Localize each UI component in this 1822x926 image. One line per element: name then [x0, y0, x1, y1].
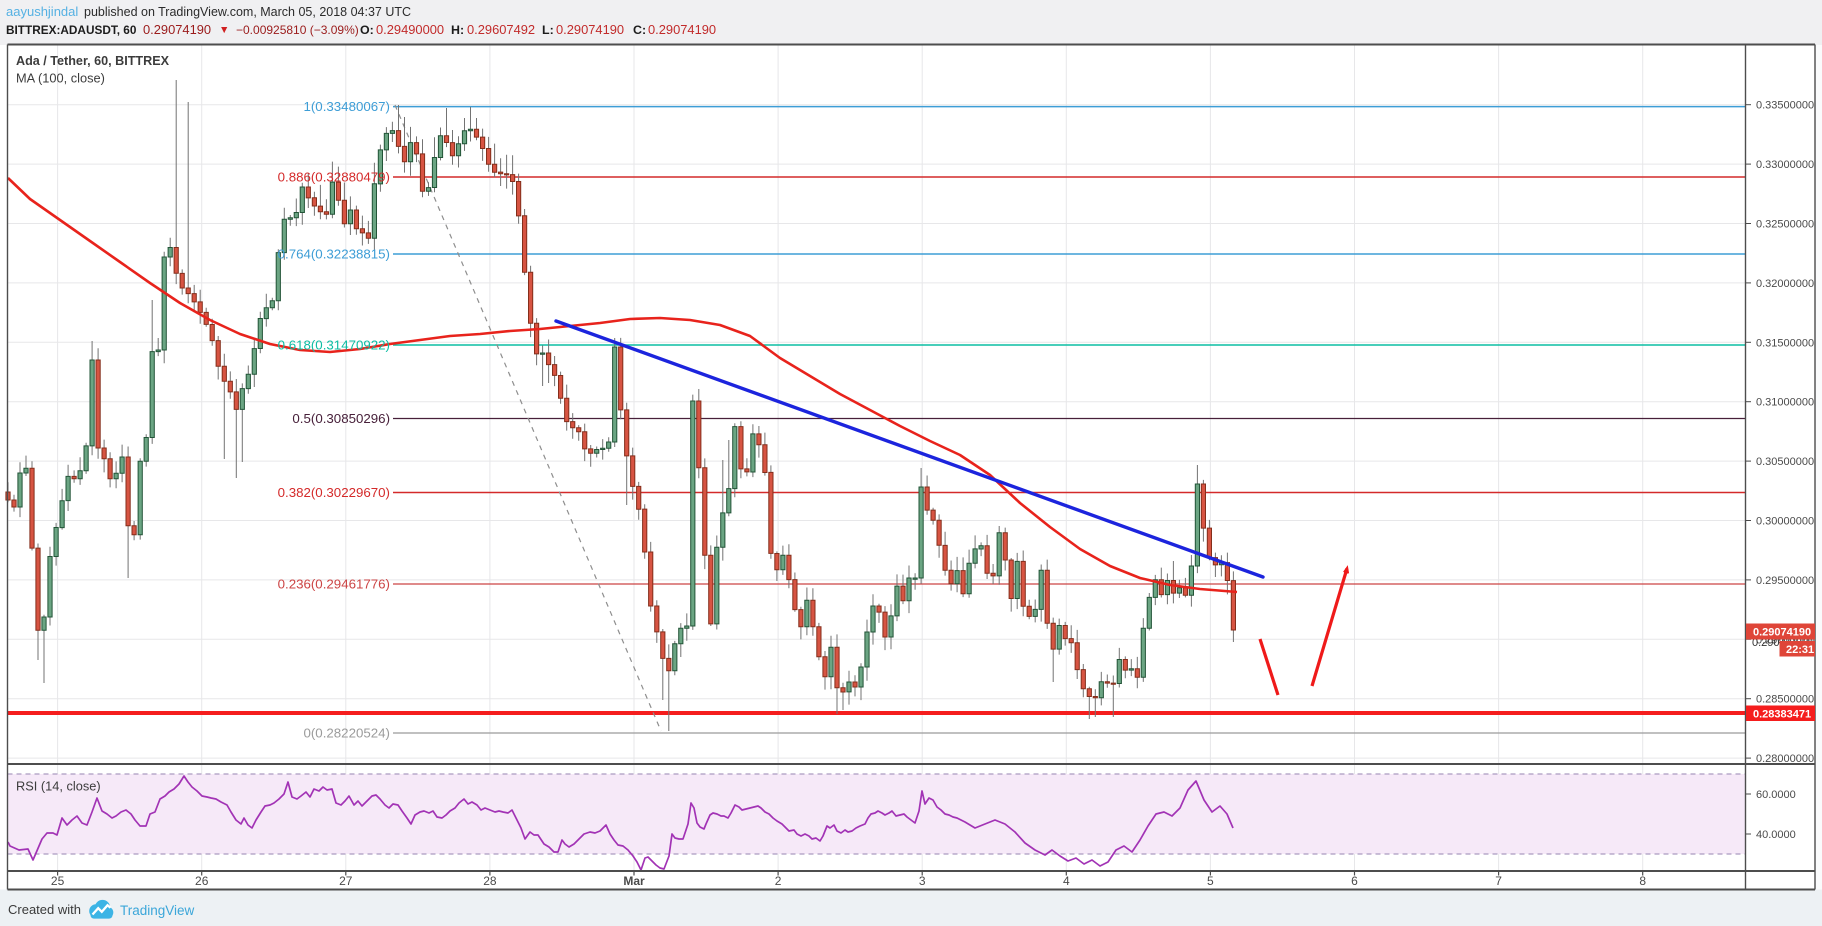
- svg-text:0.29607492: 0.29607492: [467, 22, 535, 37]
- svg-text:0.32500000: 0.32500000: [1756, 219, 1814, 231]
- svg-text:1(0.33480067): 1(0.33480067): [303, 99, 390, 114]
- svg-text:27: 27: [339, 874, 353, 888]
- svg-text:28: 28: [483, 874, 497, 888]
- svg-text:L:: L:: [542, 23, 554, 37]
- svg-text:2: 2: [775, 874, 782, 888]
- svg-text:26: 26: [195, 874, 209, 888]
- svg-text:published on TradingView.com,: published on TradingView.com, March 05, …: [84, 5, 411, 19]
- svg-text:22:31: 22:31: [1786, 644, 1814, 656]
- svg-text:5: 5: [1207, 874, 1214, 888]
- svg-text:0.28500000: 0.28500000: [1756, 694, 1814, 706]
- svg-text:60.0000: 60.0000: [1756, 789, 1796, 801]
- svg-text:0.33000000: 0.33000000: [1756, 159, 1814, 171]
- svg-text:0.29074190: 0.29074190: [143, 22, 211, 37]
- svg-text:0.30000000: 0.30000000: [1756, 516, 1814, 528]
- svg-text:0.618(0.31470922): 0.618(0.31470922): [278, 338, 390, 353]
- svg-text:0.31500000: 0.31500000: [1756, 337, 1814, 349]
- svg-text:0.5(0.30850296): 0.5(0.30850296): [292, 411, 390, 426]
- svg-text:0.886(0.32880479): 0.886(0.32880479): [278, 170, 390, 185]
- svg-text:0.29074190: 0.29074190: [1753, 627, 1811, 639]
- svg-text:O:: O:: [360, 23, 374, 37]
- svg-text:0.764(0.32238815): 0.764(0.32238815): [278, 247, 390, 262]
- svg-text:0.236(0.29461776): 0.236(0.29461776): [278, 577, 390, 592]
- svg-text:0(0.28220524): 0(0.28220524): [303, 726, 390, 741]
- svg-text:RSI (14, close): RSI (14, close): [16, 779, 101, 794]
- svg-text:7: 7: [1495, 874, 1502, 888]
- svg-text:0.28000000: 0.28000000: [1756, 753, 1814, 765]
- svg-text:TradingView: TradingView: [120, 903, 195, 918]
- svg-text:0.29074190: 0.29074190: [556, 22, 624, 37]
- svg-text:Mar: Mar: [623, 874, 645, 888]
- svg-text:0.29074190: 0.29074190: [648, 22, 716, 37]
- svg-text:0.33500000: 0.33500000: [1756, 100, 1814, 112]
- svg-text:−0.00925810 (−3.09%): −0.00925810 (−3.09%): [236, 23, 359, 37]
- svg-text:aayushjindal: aayushjindal: [6, 4, 78, 19]
- svg-text:8: 8: [1639, 874, 1646, 888]
- svg-text:0.32000000: 0.32000000: [1756, 278, 1814, 290]
- svg-text:25: 25: [51, 874, 65, 888]
- svg-text:Ada / Tether, 60, BITTREX: Ada / Tether, 60, BITTREX: [16, 54, 170, 68]
- svg-text:BITTREX:ADAUSDT, 60: BITTREX:ADAUSDT, 60: [6, 23, 137, 37]
- svg-text:4: 4: [1063, 874, 1070, 888]
- svg-text:3: 3: [919, 874, 926, 888]
- svg-text:0.30500000: 0.30500000: [1756, 456, 1814, 468]
- svg-text:0.29500000: 0.29500000: [1756, 575, 1814, 587]
- svg-text:6: 6: [1351, 874, 1358, 888]
- svg-text:0.382(0.30229670): 0.382(0.30229670): [278, 485, 390, 500]
- svg-text:0.290: 0.290: [1752, 637, 1780, 649]
- svg-text:0.31000000: 0.31000000: [1756, 397, 1814, 409]
- svg-text:0.29490000: 0.29490000: [376, 22, 444, 37]
- svg-text:H:: H:: [451, 23, 464, 37]
- svg-text:0.28383471: 0.28383471: [1753, 709, 1811, 721]
- svg-text:40.0000: 40.0000: [1756, 829, 1796, 841]
- svg-text:MA (100, close): MA (100, close): [16, 71, 105, 86]
- svg-text:Created with: Created with: [8, 902, 81, 917]
- svg-text:▼: ▼: [219, 24, 229, 36]
- svg-text:C:: C:: [633, 23, 646, 37]
